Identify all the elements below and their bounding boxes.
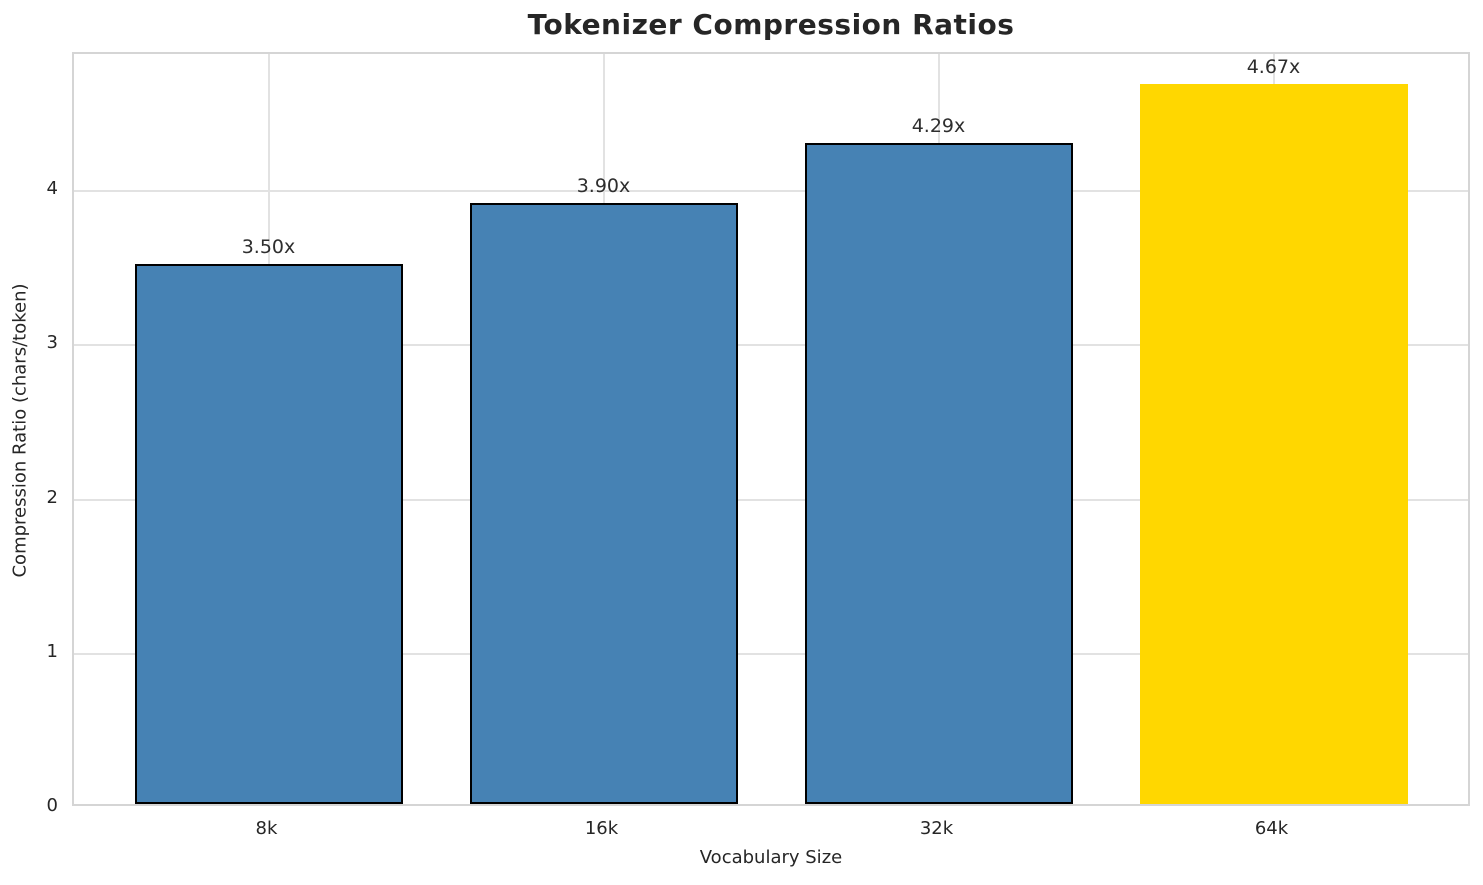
y-tick-label: 2 [46,486,58,508]
bar-8k [134,264,403,804]
x-tick-label-8k: 8k [255,818,278,839]
chart-title: Tokenizer Compression Ratios [527,8,1015,41]
bar-value-label: 3.50x [241,236,296,259]
bar-value-label: 4.67x [1246,55,1301,78]
x-tick-label-32k: 32k [919,818,954,839]
plot-area: 3.50x 3.90x 4.29x 4.67x [72,52,1470,806]
h-gridline [74,344,1468,347]
y-tick-label: 3 [46,332,58,354]
x-tick-label-16k: 16k [584,818,619,839]
x-axis-label: Vocabulary Size [699,847,843,868]
y-axis-label: Compression Ratio (chars/token) [9,283,31,578]
h-gridline [74,190,1468,193]
h-gridline [74,652,1468,655]
y-tick-label: 4 [46,178,58,200]
bar-16k [469,202,738,804]
bar-value-label: 3.90x [576,174,631,197]
y-tick-label: 1 [46,640,58,662]
bar-32k [804,142,1073,804]
bar-64k [1139,83,1408,804]
bar-value-label: 4.29x [911,114,966,137]
y-tick-label: 0 [46,795,58,816]
x-tick-label-64k: 64k [1254,818,1289,839]
h-gridline [74,498,1468,501]
